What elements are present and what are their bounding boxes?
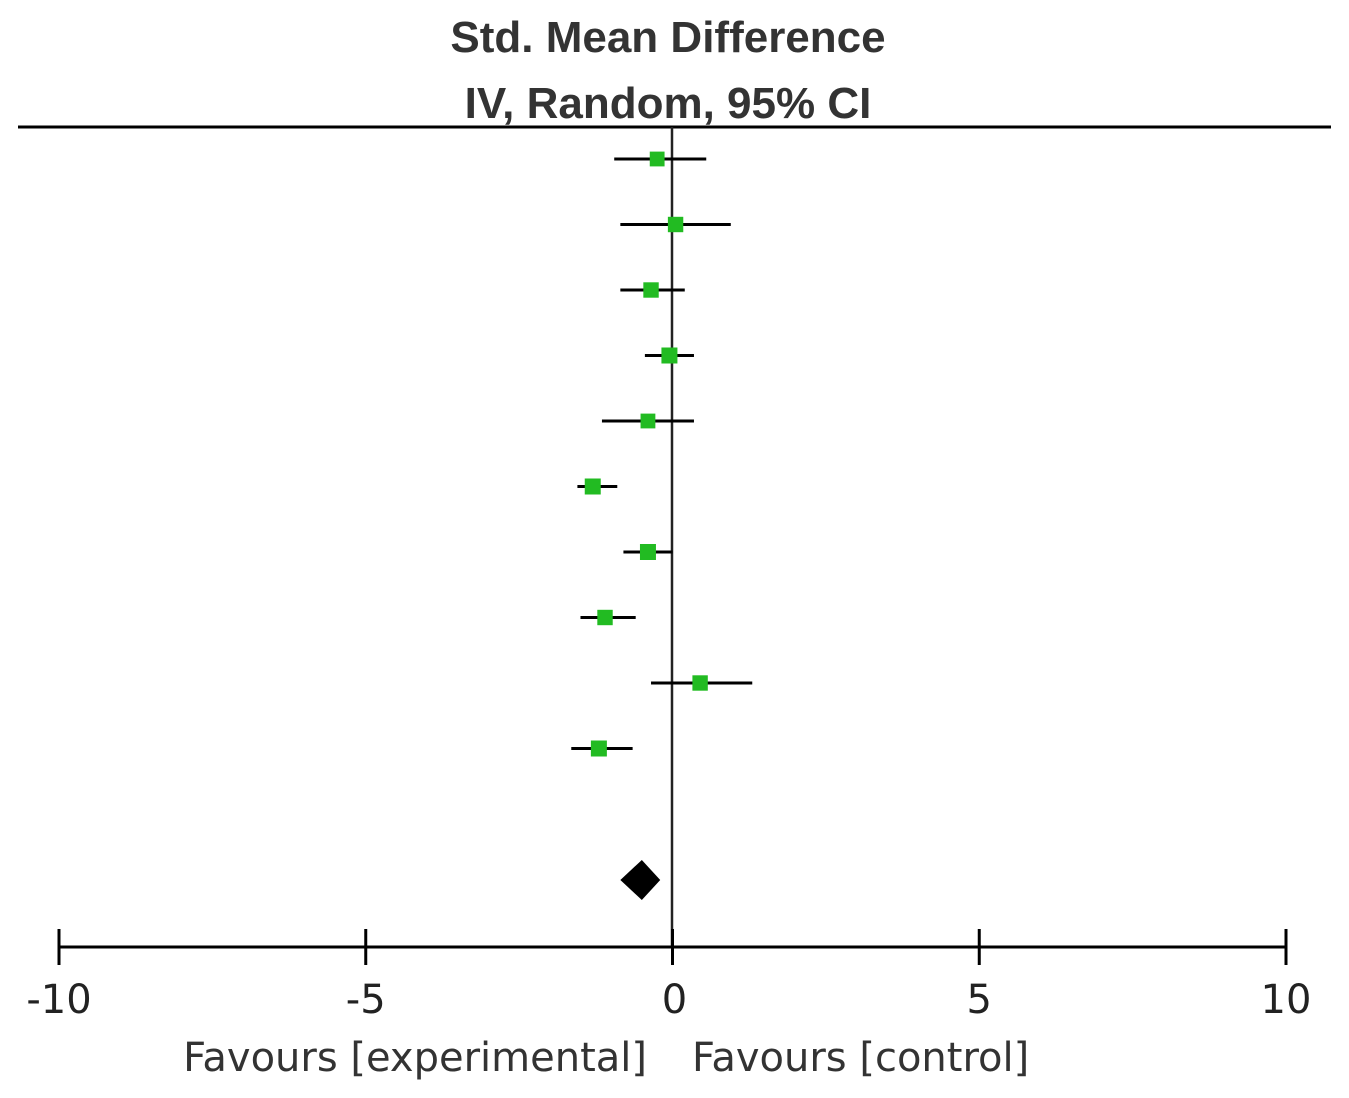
study-marker [584, 478, 601, 495]
x-tick-label: 10 [1261, 977, 1312, 1023]
x-tick-label: 0 [662, 977, 687, 1023]
overall-layer [620, 860, 661, 900]
overall-diamond [620, 860, 661, 900]
chart-subtitle: IV, Random, 95% CI [465, 79, 872, 128]
study-marker [640, 413, 656, 429]
x-tick-label: -5 [346, 977, 386, 1023]
x-axis-ticks: -10 -5 0 5 10 [26, 929, 1311, 1023]
favours-right-label: Favours [control] [692, 1035, 1029, 1081]
study-marker [649, 151, 665, 167]
chart-title: Std. Mean Difference [450, 13, 885, 62]
study-marker [597, 609, 613, 626]
study-marker [639, 544, 656, 560]
studies-layer [571, 151, 753, 757]
study-marker [692, 675, 708, 691]
x-tick-label: 5 [967, 977, 992, 1023]
study-marker [661, 347, 678, 364]
study-marker [667, 216, 684, 233]
study-marker [643, 282, 659, 298]
study-marker [590, 740, 607, 757]
x-tick-label: -10 [26, 977, 91, 1023]
favours-left-label: Favours [experimental] [183, 1035, 647, 1081]
